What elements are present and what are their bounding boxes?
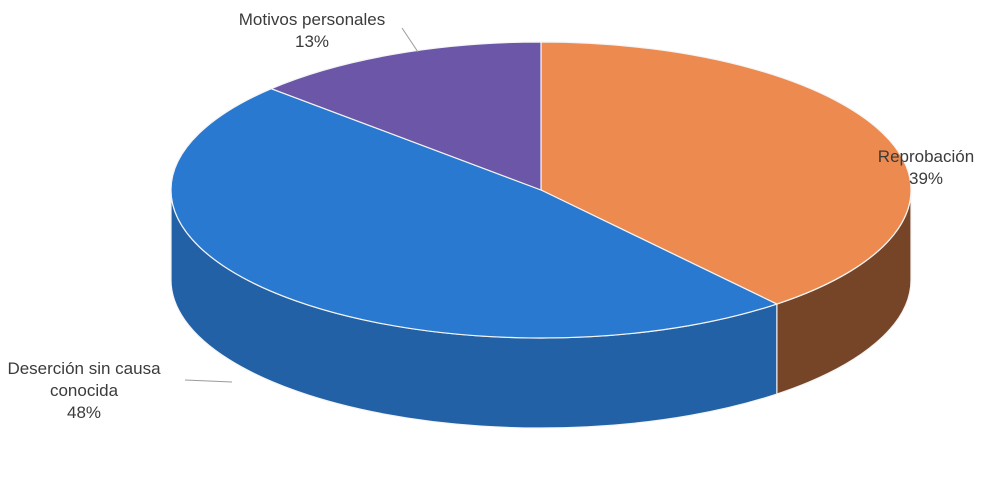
- pie-top-faces: [170, 41, 912, 339]
- data-label-line: 39%: [909, 169, 943, 188]
- data-label-motivos-personales: Motivos personales 13%: [239, 10, 385, 51]
- data-label-line: Reprobación: [878, 147, 974, 166]
- leader-line-desercion-sin-causa-conocida: [184, 379, 233, 383]
- data-label-desercion-sin-causa-conocida: Deserción sin causa conocida 48%: [7, 359, 161, 422]
- data-labels: Reprobación 39% Deserción sin causa conocid…: [7, 10, 974, 422]
- slice-desercion-sin-causa-conocida[interactable]: [170, 88, 779, 339]
- leader-line-motivos-personales: [401, 27, 419, 53]
- data-label-line: 13%: [295, 32, 329, 51]
- slice-reprobacion[interactable]: [540, 41, 912, 305]
- data-label-line: Motivos personales: [239, 10, 385, 29]
- label-leader-lines: [184, 27, 419, 383]
- data-label-reprobacion: Reprobación 39%: [878, 147, 974, 188]
- data-label-line: Deserción sin causa: [7, 359, 161, 378]
- data-label-line: 48%: [67, 403, 101, 422]
- slice-motivos-personales[interactable]: [269, 41, 542, 191]
- data-label-line: conocida: [50, 381, 119, 400]
